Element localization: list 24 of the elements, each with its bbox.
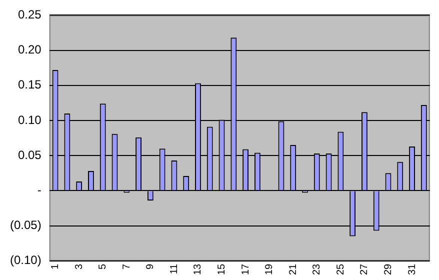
y-tick-label: 0.25	[18, 8, 42, 22]
y-tick-label: 0.05	[18, 148, 42, 162]
y-tick-label: 0.15	[18, 78, 42, 92]
y-tick-label: (0.10)	[10, 253, 42, 268]
x-tick-label: 15	[216, 263, 228, 275]
x-tick-label: 13	[192, 263, 204, 275]
y-tick-label: -	[37, 182, 42, 197]
x-tick-label: 9	[145, 263, 156, 270]
x-tick-label: 21	[288, 263, 299, 275]
x-tick-label: 1	[50, 263, 62, 270]
x-tick-label: 17	[240, 263, 252, 275]
x-tick-label: 25	[335, 263, 346, 275]
x-tick-label: 7	[121, 263, 132, 270]
x-tick-label: 31	[406, 263, 418, 275]
x-tick-label: 29	[382, 263, 394, 275]
x-tick-label: 23	[312, 263, 323, 275]
y-tick-label: 0.20	[18, 42, 42, 57]
x-tick-label: 11	[168, 263, 180, 274]
y-tick-label: 0.10	[18, 112, 42, 127]
x-tick-label: 27	[359, 263, 370, 275]
y-tick-label: (0.05)	[10, 218, 42, 232]
x-tick-label: 19	[264, 263, 276, 275]
x-tick-label: 3	[74, 263, 85, 270]
x-tick-label: 5	[98, 263, 109, 270]
